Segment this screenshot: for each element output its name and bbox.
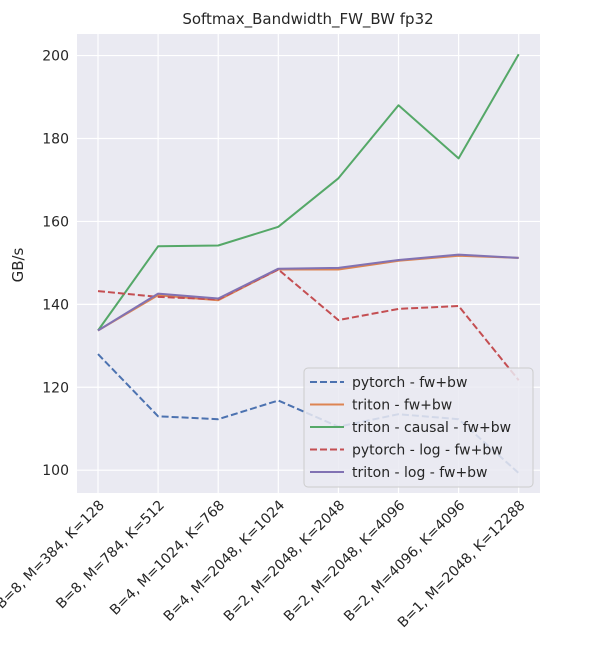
x-tick-label: B=8, M=384, K=128 bbox=[0, 498, 108, 613]
series-line bbox=[97, 268, 520, 381]
series-line bbox=[97, 253, 519, 332]
legend-label: pytorch - fw+bw bbox=[352, 375, 467, 391]
y-tick-label: 120 bbox=[42, 380, 69, 396]
x-tick-label: B=1, M=2048, K=12288 bbox=[395, 498, 529, 632]
legend-label: triton - log - fw+bw bbox=[352, 465, 488, 481]
y-tick-label: 160 bbox=[42, 214, 69, 230]
y-tick-labels: 100 120 140 160 180 200 bbox=[42, 49, 69, 480]
x-tick-label: B=4, M=2048, K=1024 bbox=[161, 497, 288, 624]
y-tick-label: 100 bbox=[42, 463, 69, 479]
x-tick-label: B=2, M=2048, K=2048 bbox=[221, 498, 348, 625]
x-tick-label: B=2, M=4096, K=4096 bbox=[341, 497, 468, 624]
legend: pytorch - fw+bw triton - fw+bw triton - ca… bbox=[303, 367, 534, 488]
legend-label: triton - fw+bw bbox=[352, 398, 452, 414]
y-axis-label: GB/s bbox=[9, 247, 27, 282]
legend-label: triton - causal - fw+bw bbox=[352, 420, 511, 436]
chart-title: Softmax_Bandwidth_FW_BW fp32 bbox=[182, 10, 433, 29]
series-line bbox=[97, 254, 519, 332]
y-tick-label: 180 bbox=[42, 131, 69, 147]
y-tick-label: 140 bbox=[42, 297, 69, 313]
x-tick-label: B=4, M=1024, K=768 bbox=[107, 498, 228, 619]
series-line bbox=[97, 53, 520, 332]
x-tick-label: B=8, M=784, K=512 bbox=[53, 498, 168, 613]
y-tick-label: 200 bbox=[42, 49, 69, 65]
legend-box bbox=[303, 367, 534, 488]
x-tick-label: B=2, M=2048, K=4096 bbox=[281, 497, 408, 624]
legend-label: pytorch - log - fw+bw bbox=[352, 443, 503, 459]
